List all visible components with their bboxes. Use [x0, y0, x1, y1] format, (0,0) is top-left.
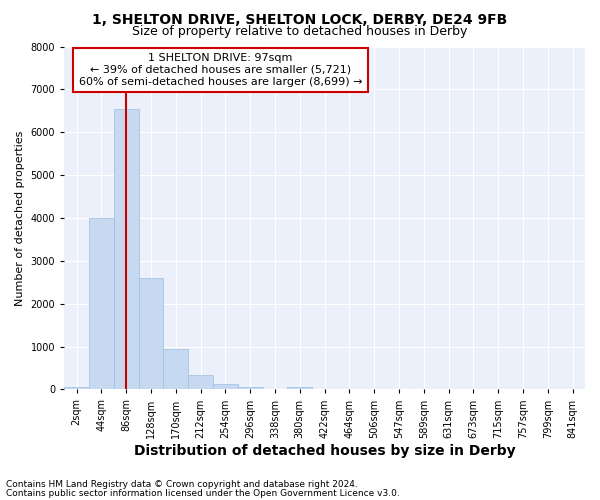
Text: 1 SHELTON DRIVE: 97sqm
← 39% of detached houses are smaller (5,721)
60% of semi-: 1 SHELTON DRIVE: 97sqm ← 39% of detached… — [79, 54, 362, 86]
Bar — [139, 278, 163, 390]
Y-axis label: Number of detached properties: Number of detached properties — [15, 130, 25, 306]
Bar — [287, 388, 312, 390]
Bar — [114, 108, 139, 390]
Bar — [238, 388, 263, 390]
Text: 1, SHELTON DRIVE, SHELTON LOCK, DERBY, DE24 9FB: 1, SHELTON DRIVE, SHELTON LOCK, DERBY, D… — [92, 12, 508, 26]
Bar — [213, 384, 238, 390]
Text: Contains public sector information licensed under the Open Government Licence v3: Contains public sector information licen… — [6, 488, 400, 498]
Bar — [89, 218, 114, 390]
Text: Size of property relative to detached houses in Derby: Size of property relative to detached ho… — [133, 25, 467, 38]
Text: Contains HM Land Registry data © Crown copyright and database right 2024.: Contains HM Land Registry data © Crown c… — [6, 480, 358, 489]
Bar — [188, 376, 213, 390]
Bar — [64, 388, 89, 390]
Bar — [163, 348, 188, 390]
X-axis label: Distribution of detached houses by size in Derby: Distribution of detached houses by size … — [134, 444, 515, 458]
